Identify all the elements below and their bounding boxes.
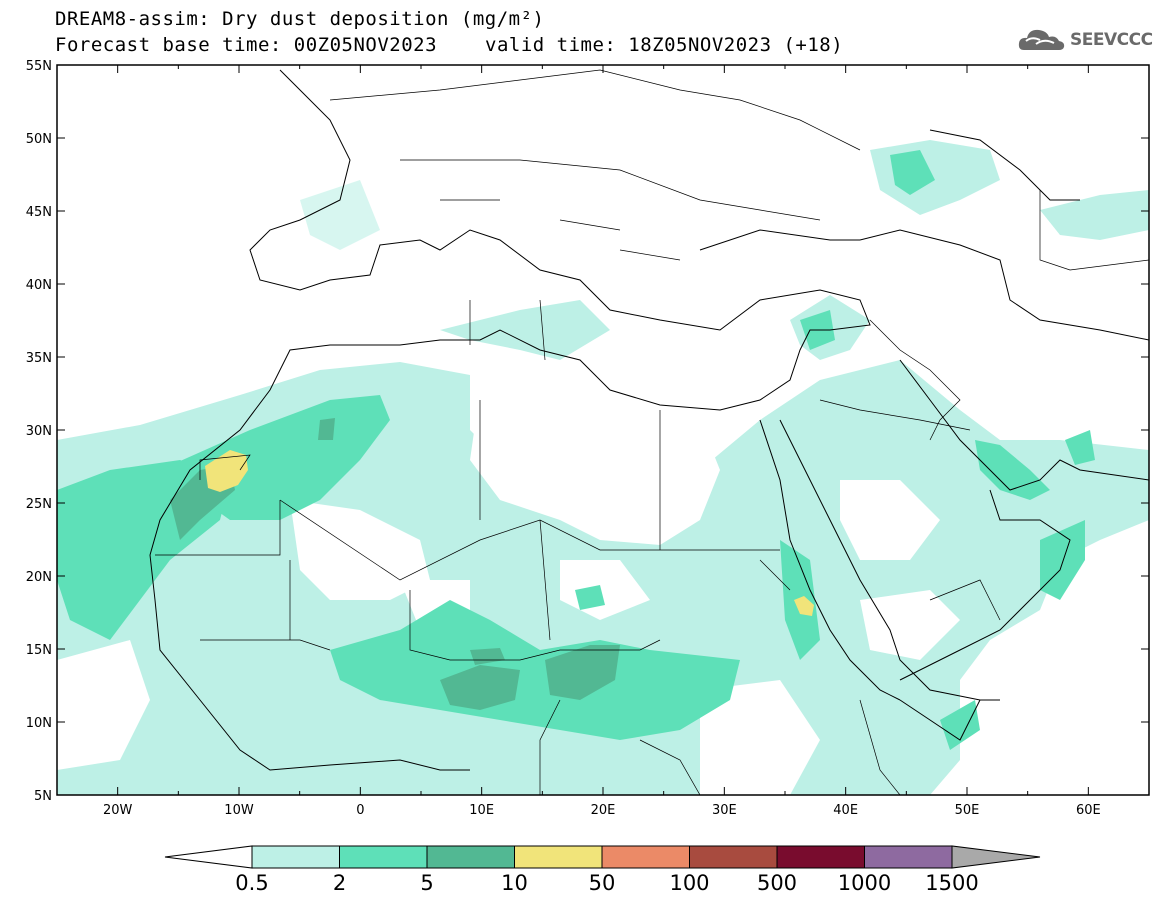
lat-label: 45N [26, 205, 52, 220]
colorbar-label: 50 [589, 871, 616, 895]
lon-label: 0 [356, 803, 364, 818]
colorbar-segment [601, 845, 690, 869]
colorbar: 0.5 2 5 10 50 100 500 1000 1500 [164, 845, 1041, 895]
colorbar-label: 1500 [925, 871, 978, 895]
lat-label: 25N [26, 497, 52, 512]
colorbar-high-arrow [951, 845, 1041, 869]
seevccc-logo: SEEVCCC [1018, 26, 1153, 54]
forecast-base-time: Forecast base time: 00Z05NOV2023 [55, 34, 438, 56]
colorbar-label: 10 [501, 871, 528, 895]
deposition-shading-high [205, 450, 814, 616]
colorbar-segment [689, 845, 778, 869]
lon-label: 20W [103, 803, 133, 818]
colorbar-label: 500 [757, 871, 797, 895]
colorbar-segment [251, 845, 340, 869]
valid-time: valid time: 18Z05NOV2023 (+18) [485, 34, 844, 56]
lon-label: 10E [469, 803, 494, 818]
colorbar-segment [864, 845, 953, 869]
map-title: DREAM8-assim: Dry dust deposition (mg/m²… [55, 8, 545, 30]
lon-label: 10W [224, 803, 254, 818]
lon-label: 50E [955, 803, 980, 818]
longitude-axis: 20W 10W 0 10E 20E 30E 40E 50E 60E [56, 65, 1150, 818]
colorbar-segment [776, 845, 865, 869]
lat-label: 15N [26, 643, 52, 658]
lon-label: 20E [591, 803, 616, 818]
colorbar-segment [339, 845, 428, 869]
lon-label: 30E [712, 803, 737, 818]
lat-label: 10N [26, 716, 52, 731]
lat-label: 55N [26, 59, 52, 74]
coastlines [149, 69, 1149, 771]
no-deposition-areas [57, 390, 960, 795]
colorbar-segment [426, 845, 515, 869]
country-borders [155, 69, 1149, 795]
lat-label: 30N [26, 424, 52, 439]
lat-label: 20N [26, 570, 52, 585]
latitude-axis: 55N 50N 45N 40N 35N 30N 25N 20N 15N 10N 5N [26, 59, 1149, 804]
colorbar-label: 100 [669, 871, 709, 895]
colorbar-segment [514, 845, 603, 869]
colorbar-label: 1000 [838, 871, 891, 895]
colorbar-low-arrow [164, 845, 253, 869]
cloud-logo-icon [1018, 29, 1065, 50]
colorbar-label: 5 [420, 871, 433, 895]
lat-label: 40N [26, 278, 52, 293]
lat-label: 5N [34, 789, 52, 804]
lon-label: 60E [1076, 803, 1101, 818]
colorbar-label: 0.5 [235, 871, 268, 895]
lon-label: 40E [833, 803, 858, 818]
lat-label: 35N [26, 351, 52, 366]
colorbar-label: 2 [333, 871, 346, 895]
logo-text: SEEVCCC [1070, 30, 1153, 50]
lat-label: 50N [26, 132, 52, 147]
